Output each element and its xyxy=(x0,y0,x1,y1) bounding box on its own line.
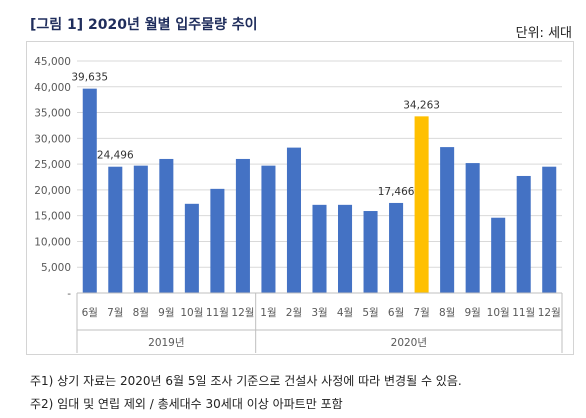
x-tick-label: 9월 xyxy=(158,307,174,319)
y-tick-label: 15,000 xyxy=(34,211,71,223)
footnote-1: 주1) 상기 자료는 2020년 6월 5일 조사 기준으로 건설사 사정에 따… xyxy=(30,374,462,388)
x-tick-label: 3월 xyxy=(311,307,327,319)
y-tick-label: 10,000 xyxy=(34,236,71,248)
y-tick-label: 35,000 xyxy=(34,108,71,120)
y-tick-label: 25,000 xyxy=(34,159,71,171)
data-label: 34,263 xyxy=(403,99,440,111)
group-label: 2019년 xyxy=(148,337,184,349)
bar xyxy=(108,166,123,293)
y-tick-label: 20,000 xyxy=(34,185,71,197)
bar xyxy=(338,204,353,293)
data-label: 39,635 xyxy=(71,72,108,84)
x-tick-label: 11월 xyxy=(206,307,229,319)
bar xyxy=(465,163,480,293)
x-tick-label: 10월 xyxy=(487,307,510,319)
x-tick-label: 7월 xyxy=(413,307,429,319)
bar xyxy=(491,217,506,293)
bar xyxy=(363,211,378,293)
x-tick-label: 8월 xyxy=(133,307,149,319)
data-label: 17,466 xyxy=(378,186,415,198)
x-tick-label: 10월 xyxy=(180,307,203,319)
bar xyxy=(82,88,97,293)
x-tick-label: 1월 xyxy=(260,307,276,319)
y-tick-label: 5,000 xyxy=(41,262,71,274)
chart-frame: - 5,000 10,000 15,000 20,000 25,000 30,000 35,0… xyxy=(26,41,574,355)
bar xyxy=(516,175,531,293)
bar xyxy=(286,147,301,293)
y-tick-label: 45,000 xyxy=(34,56,71,68)
x-tick-label: 6월 xyxy=(388,307,404,319)
x-tick-label: 4월 xyxy=(337,307,353,319)
bar xyxy=(440,147,455,293)
x-tick-label: 5월 xyxy=(362,307,378,319)
chart-title: [그림 1] 2020년 월별 입주물량 추이 xyxy=(30,17,258,33)
bar xyxy=(312,204,327,293)
bar xyxy=(542,166,557,293)
group-label: 2020년 xyxy=(391,337,427,349)
x-tick-label: 6월 xyxy=(82,307,98,319)
y-tick-label: 30,000 xyxy=(34,133,71,145)
x-tick-label: 8월 xyxy=(439,307,455,319)
bar xyxy=(210,188,225,293)
bar xyxy=(389,202,404,293)
x-tick-label: 11월 xyxy=(512,307,535,319)
x-tick-label: 7월 xyxy=(107,307,123,319)
bar xyxy=(261,165,276,293)
bar xyxy=(184,203,199,293)
footnote-2: 주2) 임대 및 연립 제외 / 총세대수 30세대 이상 아파트만 포함 xyxy=(30,397,343,411)
bar xyxy=(159,158,174,293)
data-label: 24,496 xyxy=(97,150,134,162)
bar xyxy=(414,116,429,294)
x-tick-label: 2월 xyxy=(286,307,302,319)
x-tick-label: 12월 xyxy=(231,307,254,319)
bar-chart: - 5,000 10,000 15,000 20,000 25,000 30,000 35,0… xyxy=(34,56,563,353)
y-tick-label: - xyxy=(67,288,71,300)
bar xyxy=(235,158,250,293)
unit-label: 단위: 세대 xyxy=(515,26,572,41)
y-tick-label: 40,000 xyxy=(34,82,71,94)
bar xyxy=(133,165,148,293)
x-tick-label: 12월 xyxy=(538,307,561,319)
x-tick-label: 9월 xyxy=(464,307,480,319)
